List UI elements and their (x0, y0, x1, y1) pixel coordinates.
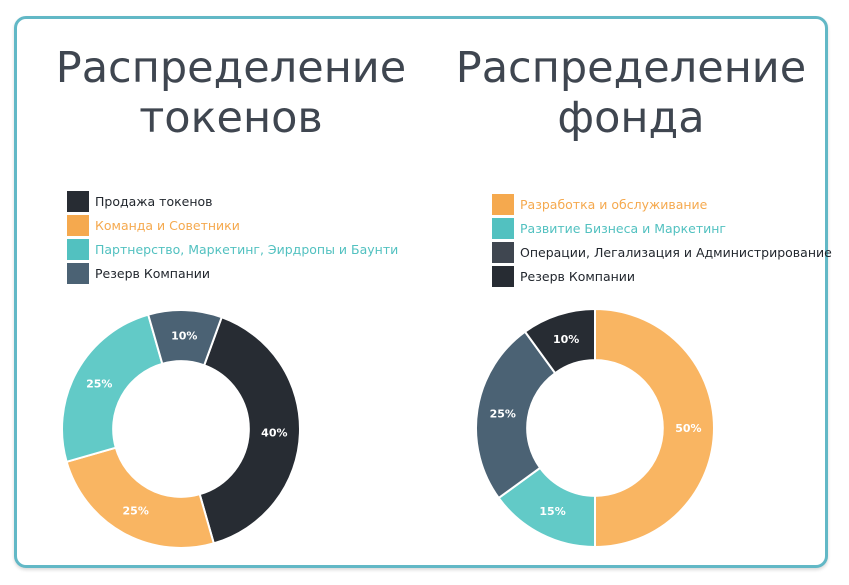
legend-swatch (492, 217, 514, 239)
donut-slice (61, 313, 164, 464)
slice-percent-label: 25% (86, 378, 112, 391)
fund-title-line-2: фонда (557, 93, 705, 143)
legend-item: Операции, Легализация и Администрировани… (492, 240, 832, 264)
token-donut-chart: 40% 25% 25% 10% (61, 309, 301, 549)
slice-percent-label: 25% (490, 407, 516, 420)
legend-label: Партнерство, Маркетинг, Эирдропы и Баунт… (95, 241, 399, 257)
legend-item: Резерв Компании (67, 261, 398, 285)
legend-label: Развитие Бизнеса и Маркетинг (520, 220, 726, 236)
slice-percent-label: 25% (123, 505, 149, 518)
slice-percent-label: 10% (171, 330, 197, 343)
legend-label: Продажа токенов (95, 193, 213, 209)
legend-swatch (67, 214, 89, 236)
token-legend: Продажа токенов Команда и Советники Парт… (67, 189, 398, 285)
legend-swatch (492, 265, 514, 287)
slice-percent-label: 40% (261, 426, 287, 439)
legend-label: Операции, Легализация и Администрировани… (520, 244, 832, 260)
donut-slice (523, 307, 596, 375)
slice-percent-label: 15% (539, 505, 565, 518)
legend-item: Партнерство, Маркетинг, Эирдропы и Баунт… (67, 237, 398, 261)
fund-donut-chart: 50% 15% 25% 10% (475, 307, 715, 549)
legend-swatch (492, 193, 514, 215)
legend-item: Команда и Советники (67, 213, 398, 237)
chart-card: Распределение токенов Продажа токенов Ко… (14, 16, 832, 568)
legend-item: Разработка и обслуживание (492, 192, 832, 216)
token-title-line-1: Распределение (55, 43, 407, 93)
fund-title-line-1: Распределение (455, 43, 807, 93)
donut-slice (198, 315, 301, 545)
donut-slice (146, 309, 223, 367)
legend-swatch (492, 241, 514, 263)
legend-item: Резерв Компании (492, 264, 832, 288)
token-title-line-2: токенов (139, 93, 323, 143)
legend-swatch (67, 262, 89, 284)
legend-label: Резерв Компании (520, 268, 636, 284)
token-chart-title: Распределение токенов (31, 43, 431, 143)
slice-percent-label: 10% (553, 333, 579, 346)
donut-slice (475, 330, 557, 500)
legend-swatch (67, 238, 89, 260)
fund-legend: Разработка и обслуживание Развитие Бизне… (492, 192, 832, 288)
legend-item: Продажа токенов (67, 189, 398, 213)
legend-label: Резерв Компании (95, 265, 211, 281)
legend-label: Разработка и обслуживание (520, 196, 708, 212)
donut-slice (65, 446, 216, 549)
donut-slice (594, 307, 715, 549)
slice-percent-label: 50% (675, 422, 701, 435)
legend-label: Команда и Советники (95, 217, 240, 233)
fund-chart-title: Распределение фонда (421, 43, 841, 143)
legend-swatch (67, 190, 89, 212)
legend-item: Развитие Бизнеса и Маркетинг (492, 216, 832, 240)
